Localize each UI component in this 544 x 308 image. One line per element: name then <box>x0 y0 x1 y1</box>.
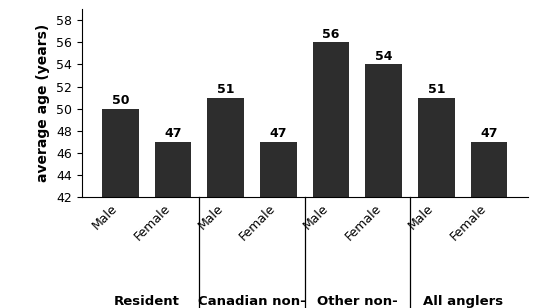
Text: Canadian non-
resident: Canadian non- resident <box>198 295 306 308</box>
Bar <box>154 142 191 308</box>
Text: Other non-
resident: Other non- resident <box>317 295 398 308</box>
Bar <box>418 98 455 308</box>
Text: 51: 51 <box>428 83 445 96</box>
Y-axis label: average age (years): average age (years) <box>36 24 51 182</box>
Text: 47: 47 <box>270 127 287 140</box>
Bar <box>313 43 349 308</box>
Bar <box>471 142 508 308</box>
Bar <box>260 142 296 308</box>
Bar <box>207 98 244 308</box>
Text: 50: 50 <box>112 94 129 107</box>
Bar <box>102 109 139 308</box>
Text: 51: 51 <box>217 83 234 96</box>
Text: 47: 47 <box>480 127 498 140</box>
Text: All anglers: All anglers <box>423 295 503 308</box>
Text: 47: 47 <box>164 127 182 140</box>
Text: 56: 56 <box>322 28 339 41</box>
Bar <box>365 64 402 308</box>
Text: 54: 54 <box>375 50 392 63</box>
Text: Resident: Resident <box>114 295 180 308</box>
